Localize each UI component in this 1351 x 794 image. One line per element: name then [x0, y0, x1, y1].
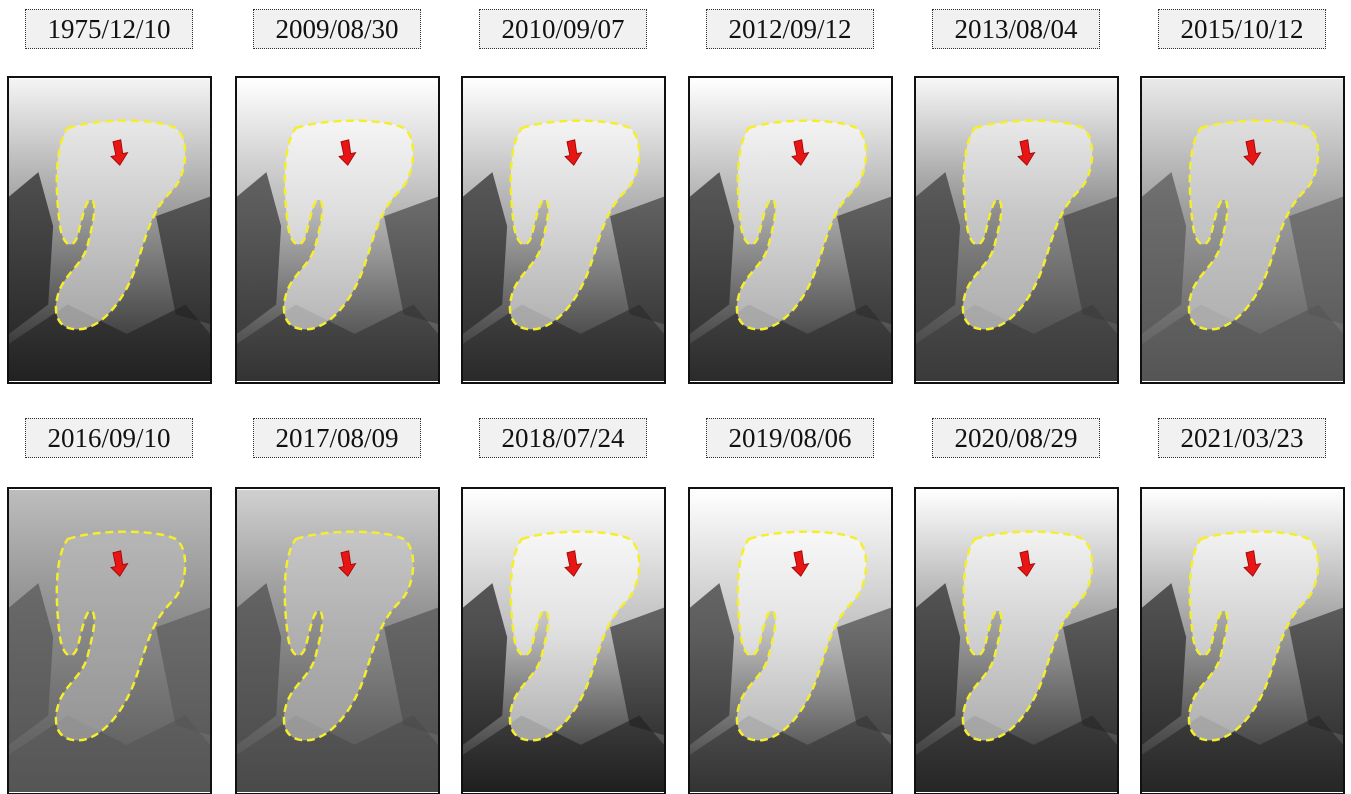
image-canvas: [9, 489, 210, 793]
date-label: 2020/08/29: [932, 418, 1100, 458]
date-label: 2016/09/10: [25, 418, 193, 458]
image-canvas: [9, 78, 210, 382]
figure: 1975/12/10 2009/08/30 2010/09/07 2012/09…: [0, 0, 1351, 794]
date-label: 2017/08/09: [253, 418, 421, 458]
date-label: 1975/12/10: [25, 9, 193, 49]
date-label: 2012/09/12: [706, 9, 874, 49]
satellite-image: [688, 76, 893, 384]
date-label: 2009/08/30: [253, 9, 421, 49]
date-label: 2021/03/23: [1158, 418, 1326, 458]
image-canvas: [237, 489, 438, 793]
image-canvas: [690, 489, 891, 793]
satellite-image: [688, 487, 893, 794]
image-canvas: [690, 78, 891, 382]
date-label: 2018/07/24: [479, 418, 647, 458]
date-label: 2015/10/12: [1158, 9, 1326, 49]
satellite-image: [1140, 76, 1345, 384]
satellite-image: [7, 76, 212, 384]
satellite-image: [1140, 487, 1345, 794]
image-canvas: [1142, 489, 1343, 793]
date-label: 2013/08/04: [932, 9, 1100, 49]
satellite-image: [914, 487, 1119, 794]
image-canvas: [463, 489, 664, 793]
satellite-image: [461, 76, 666, 384]
date-label: 2010/09/07: [479, 9, 647, 49]
satellite-image: [914, 76, 1119, 384]
satellite-image: [235, 76, 440, 384]
image-canvas: [1142, 78, 1343, 382]
satellite-image: [7, 487, 212, 794]
date-label: 2019/08/06: [706, 418, 874, 458]
satellite-image: [461, 487, 666, 794]
image-canvas: [237, 78, 438, 382]
image-canvas: [916, 78, 1117, 382]
image-canvas: [463, 78, 664, 382]
image-canvas: [916, 489, 1117, 793]
satellite-image: [235, 487, 440, 794]
